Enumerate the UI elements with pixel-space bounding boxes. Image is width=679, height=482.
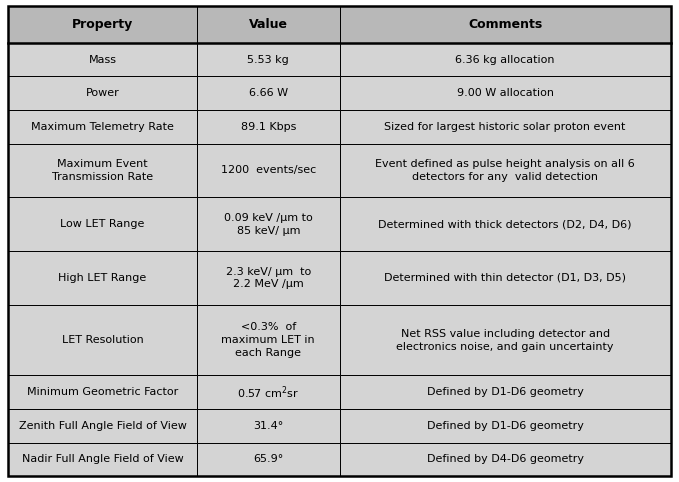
Text: Value: Value	[249, 18, 288, 31]
Bar	[8, 409, 197, 442]
Text: 6.66 W: 6.66 W	[249, 88, 288, 98]
Text: 6.36 kg allocation: 6.36 kg allocation	[456, 54, 555, 65]
Bar	[340, 144, 671, 197]
Text: Maximum Telemetry Rate: Maximum Telemetry Rate	[31, 122, 174, 132]
Bar	[8, 43, 197, 76]
Bar	[8, 305, 197, 375]
Bar	[8, 144, 197, 197]
Bar	[197, 144, 340, 197]
Text: Minimum Geometric Factor: Minimum Geometric Factor	[27, 387, 178, 397]
Text: Event defined as pulse height analysis on all 6
detectors for any  valid detecti: Event defined as pulse height analysis o…	[375, 159, 635, 182]
Text: Determined with thin detector (D1, D3, D5): Determined with thin detector (D1, D3, D…	[384, 273, 626, 283]
Bar	[197, 305, 340, 375]
Text: Comments: Comments	[468, 18, 543, 31]
Text: Zenith Full Angle Field of View: Zenith Full Angle Field of View	[18, 421, 187, 431]
Text: High LET Range: High LET Range	[58, 273, 147, 283]
Bar	[197, 442, 340, 476]
Bar	[340, 110, 671, 144]
Text: 5.53 kg: 5.53 kg	[247, 54, 289, 65]
Bar	[340, 251, 671, 305]
Text: 2.3 keV/ μm  to
2.2 MeV /μm: 2.3 keV/ μm to 2.2 MeV /μm	[225, 267, 311, 289]
Bar	[340, 76, 671, 110]
Text: Defined by D1-D6 geometry: Defined by D1-D6 geometry	[426, 421, 584, 431]
Bar	[8, 110, 197, 144]
Text: Determined with thick detectors (D2, D4, D6): Determined with thick detectors (D2, D4,…	[378, 219, 632, 229]
Text: Defined by D4-D6 geometry: Defined by D4-D6 geometry	[426, 455, 584, 465]
Bar	[340, 409, 671, 442]
Bar	[8, 76, 197, 110]
Text: 89.1 Kbps: 89.1 Kbps	[240, 122, 296, 132]
Text: Mass: Mass	[88, 54, 117, 65]
Text: Nadir Full Angle Field of View: Nadir Full Angle Field of View	[22, 455, 183, 465]
Text: Net RSS value including detector and
electronics noise, and gain uncertainty: Net RSS value including detector and ele…	[397, 329, 614, 351]
Bar	[197, 6, 340, 43]
Text: 1200  events/sec: 1200 events/sec	[221, 165, 316, 175]
Bar	[8, 442, 197, 476]
Bar	[340, 305, 671, 375]
Bar	[340, 197, 671, 251]
Bar	[197, 409, 340, 442]
Bar	[197, 43, 340, 76]
Text: Power: Power	[86, 88, 120, 98]
Bar	[8, 6, 197, 43]
Text: Maximum Event
Transmission Rate: Maximum Event Transmission Rate	[52, 159, 153, 182]
Bar	[8, 197, 197, 251]
Text: Sized for largest historic solar proton event: Sized for largest historic solar proton …	[384, 122, 626, 132]
Text: <0.3%  of
maximum LET in
each Range: <0.3% of maximum LET in each Range	[221, 322, 315, 358]
Bar	[340, 43, 671, 76]
Bar	[197, 251, 340, 305]
Text: LET Resolution: LET Resolution	[62, 335, 143, 345]
Bar	[197, 110, 340, 144]
Text: 65.9°: 65.9°	[253, 455, 283, 465]
Text: 0.57 cm$^2$sr: 0.57 cm$^2$sr	[237, 384, 299, 401]
Bar	[340, 442, 671, 476]
Bar	[8, 375, 197, 409]
Bar	[197, 197, 340, 251]
Bar	[197, 375, 340, 409]
Text: 31.4°: 31.4°	[253, 421, 283, 431]
Text: Defined by D1-D6 geometry: Defined by D1-D6 geometry	[426, 387, 584, 397]
Bar	[340, 6, 671, 43]
Bar	[8, 251, 197, 305]
Bar	[197, 76, 340, 110]
Text: Property: Property	[72, 18, 133, 31]
Text: 0.09 keV /μm to
85 keV/ μm: 0.09 keV /μm to 85 keV/ μm	[224, 213, 312, 236]
Bar	[340, 375, 671, 409]
Text: Low LET Range: Low LET Range	[60, 219, 145, 229]
Text: 9.00 W allocation: 9.00 W allocation	[457, 88, 553, 98]
